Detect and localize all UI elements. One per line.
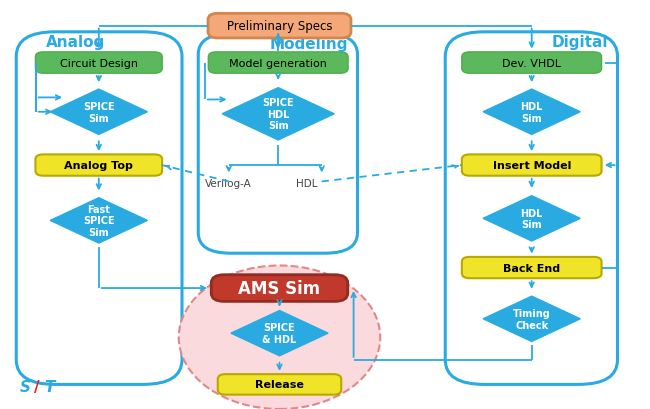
Text: Model generation: Model generation <box>229 58 327 68</box>
Text: SPICE
HDL
Sim: SPICE HDL Sim <box>263 98 294 131</box>
Text: HDL
Sim: HDL Sim <box>521 102 543 123</box>
Text: Verilog-A: Verilog-A <box>205 179 252 189</box>
Text: S: S <box>20 379 31 393</box>
Text: AMS Sim: AMS Sim <box>239 279 320 297</box>
Ellipse shape <box>179 266 380 409</box>
Polygon shape <box>231 311 328 356</box>
Text: Analog Top: Analog Top <box>64 161 133 171</box>
Text: Dev. VHDL: Dev. VHDL <box>502 58 561 68</box>
Polygon shape <box>50 198 148 243</box>
Text: Digital: Digital <box>551 35 608 50</box>
Text: Release: Release <box>255 380 304 389</box>
Polygon shape <box>50 90 148 135</box>
FancyBboxPatch shape <box>462 257 601 279</box>
Text: T: T <box>44 379 55 393</box>
FancyBboxPatch shape <box>208 53 348 74</box>
Text: Fast
SPICE
Sim: Fast SPICE Sim <box>83 204 114 237</box>
Text: /: / <box>34 379 40 393</box>
FancyBboxPatch shape <box>211 275 348 302</box>
Text: Timing
Check: Timing Check <box>513 308 551 330</box>
Text: HDL: HDL <box>296 179 317 189</box>
Text: HDL
Sim: HDL Sim <box>521 208 543 229</box>
Text: Back End: Back End <box>503 263 560 273</box>
Polygon shape <box>483 297 580 342</box>
Text: Preliminary Specs: Preliminary Specs <box>227 20 332 33</box>
FancyBboxPatch shape <box>35 53 162 74</box>
Polygon shape <box>483 90 580 135</box>
FancyBboxPatch shape <box>218 374 341 395</box>
FancyBboxPatch shape <box>462 155 601 176</box>
Polygon shape <box>483 196 580 241</box>
Polygon shape <box>222 88 334 141</box>
FancyBboxPatch shape <box>208 14 351 39</box>
Text: Analog: Analog <box>46 35 105 50</box>
Text: Insert Model: Insert Model <box>493 161 571 171</box>
Text: SPICE
Sim: SPICE Sim <box>83 102 114 123</box>
Text: Circuit Design: Circuit Design <box>60 58 138 68</box>
FancyBboxPatch shape <box>462 53 601 74</box>
Text: SPICE
& HDL: SPICE & HDL <box>263 323 296 344</box>
Text: Modeling: Modeling <box>269 37 348 52</box>
FancyBboxPatch shape <box>35 155 162 176</box>
